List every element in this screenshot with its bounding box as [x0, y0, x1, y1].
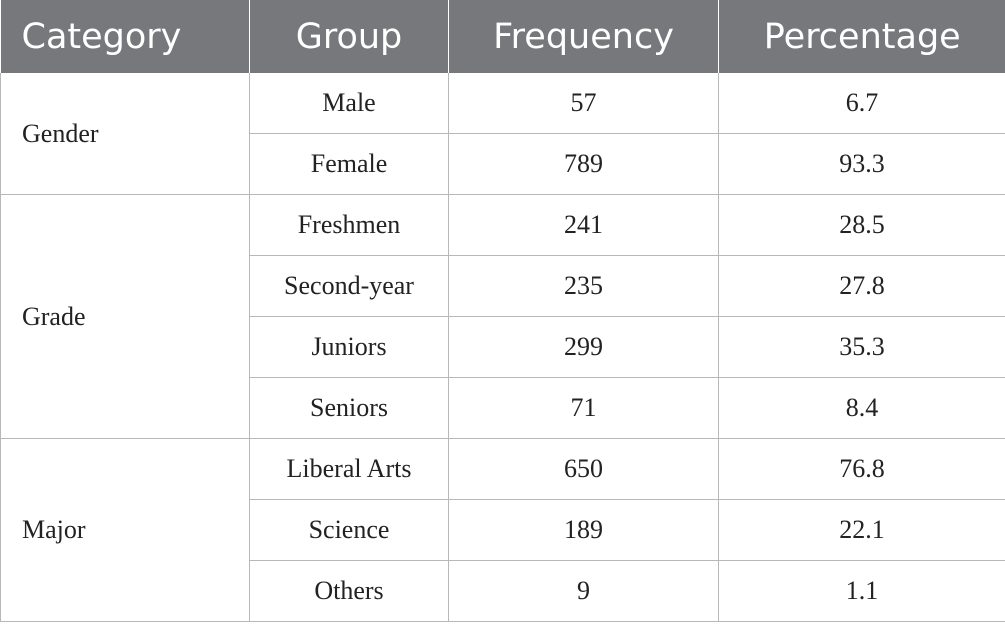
header-row: Category Group Frequency Percentage	[0, 0, 1005, 73]
frequency-cell: 71	[448, 377, 719, 439]
percentage-cell: 1.1	[718, 560, 1005, 622]
group-cell: Freshmen	[249, 194, 449, 256]
percentage-cell: 35.3	[718, 316, 1005, 378]
percentage-cell: 28.5	[718, 194, 1005, 256]
group-cell: Juniors	[249, 316, 449, 378]
table-row: Others 9 1.1	[1, 560, 1005, 622]
frequency-cell: 650	[448, 438, 719, 500]
category-cell-gender: Gender	[0, 73, 250, 195]
group-cell: Liberal Arts	[249, 438, 449, 500]
frequency-cell: 235	[448, 255, 719, 317]
demographics-table: Category Group Frequency Percentage Gend…	[0, 0, 1005, 622]
group-cell: Female	[249, 133, 449, 195]
table-row: Juniors 299 35.3	[1, 316, 1005, 378]
group-cell: Male	[249, 73, 449, 134]
table-header: Category Group Frequency Percentage	[0, 0, 1005, 73]
header-group: Group	[249, 0, 449, 73]
frequency-cell: 189	[448, 499, 719, 561]
table-row: Grade Freshmen 241 28.5	[0, 194, 1005, 439]
header-category: Category	[0, 0, 250, 73]
table-row: Major Liberal Arts 650 76.8	[0, 438, 1005, 622]
percentage-cell: 6.7	[718, 73, 1005, 134]
percentage-cell: 93.3	[718, 133, 1005, 195]
group-cell: Seniors	[249, 377, 449, 439]
frequency-cell: 241	[448, 194, 719, 256]
header-percentage: Percentage	[718, 0, 1005, 73]
percentage-cell: 22.1	[718, 499, 1005, 561]
group-cell: Others	[249, 560, 449, 622]
frequency-cell: 789	[448, 133, 719, 195]
table-row: Second-year 235 27.8	[1, 255, 1005, 317]
category-cell-major: Major	[0, 438, 250, 622]
table-row: Gender Male 57 6.7	[0, 73, 1005, 195]
group-cell: Science	[249, 499, 449, 561]
frequency-cell: 57	[448, 73, 719, 134]
group-cell: Second-year	[249, 255, 449, 317]
table-body: Gender Male 57 6.7 Female 789 93.3 Grade…	[0, 73, 1005, 622]
table-row: Female 789 93.3	[1, 133, 1005, 195]
percentage-cell: 27.8	[718, 255, 1005, 317]
percentage-cell: 76.8	[718, 438, 1005, 500]
category-cell-grade: Grade	[0, 194, 250, 439]
percentage-cell: 8.4	[718, 377, 1005, 439]
frequency-cell: 299	[448, 316, 719, 378]
table-row: Science 189 22.1	[1, 499, 1005, 561]
frequency-cell: 9	[448, 560, 719, 622]
header-frequency: Frequency	[448, 0, 719, 73]
